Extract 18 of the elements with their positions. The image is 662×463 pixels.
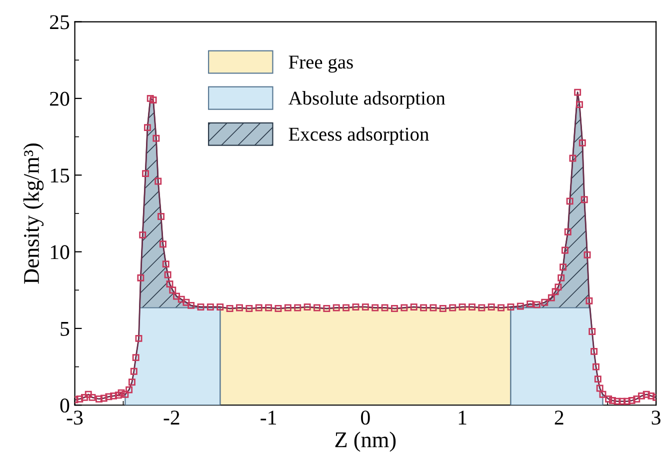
legend-label: Excess adsorption: [288, 127, 429, 145]
y-tick-label: 15: [50, 168, 70, 183]
x-tick-label: 3: [652, 410, 660, 425]
legend-label: Free gas: [288, 56, 353, 73]
y-tick-label: 25: [50, 15, 70, 30]
x-tick-label: 0: [361, 410, 370, 425]
y-axis-title: Density (kg/m³): [23, 144, 44, 284]
x-tick-label: -2: [164, 410, 180, 424]
x-tick-label: 1: [458, 410, 466, 424]
legend-label: Absolute adsorption: [288, 91, 446, 109]
y-tick-label: 5: [60, 322, 70, 336]
x-axis-title: Z (nm): [335, 432, 396, 452]
y-tick-label: 0: [60, 398, 70, 413]
y-tick-label: 20: [50, 92, 70, 106]
x-tick-label: -3: [66, 410, 83, 425]
y-tick-label: 10: [50, 245, 70, 260]
x-tick-label: -1: [260, 410, 276, 424]
x-tick-label: 2: [554, 410, 564, 424]
